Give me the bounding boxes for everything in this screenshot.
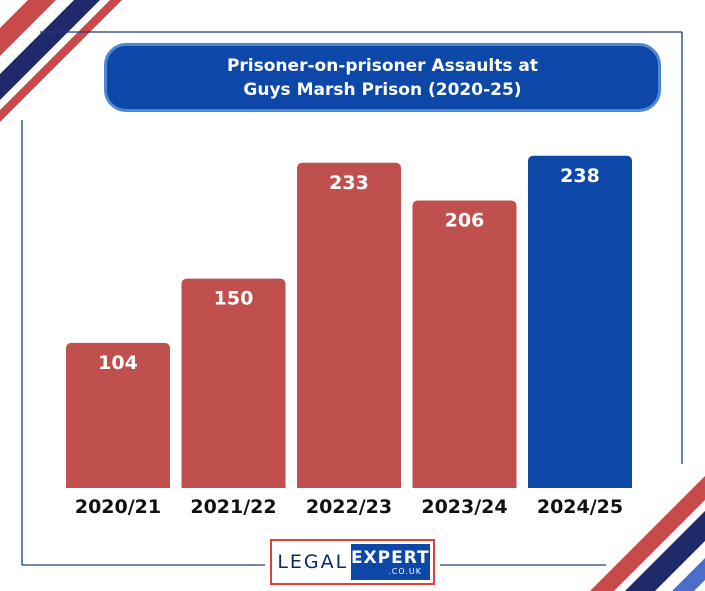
bar-2020-21: [66, 342, 170, 488]
frame-lines: [21, 31, 683, 566]
chart-title-line-2: Guys Marsh Prison (2020-25): [243, 79, 522, 100]
bar-2021-22: [181, 278, 286, 488]
logo-domain-text: .CO.UK: [388, 566, 422, 576]
chart-title: Prisoner-on-prisoner Assaults at Guys Ma…: [104, 43, 661, 112]
bar-value-label: 238: [560, 165, 600, 187]
x-tick-label: 2022/23: [306, 496, 392, 518]
bar-2022-23: [297, 162, 401, 488]
logo-expert-text: EXPERT: [350, 547, 430, 568]
x-tick-label: 2024/25: [537, 496, 623, 518]
logo-expert-block: EXPERT .CO.UK: [350, 544, 430, 580]
legal-expert-logo: LEGAL EXPERT .CO.UK: [270, 539, 435, 585]
logo-legal-text: LEGAL: [277, 551, 349, 573]
bar-2023-24: [412, 200, 517, 489]
bar-value-label: 206: [445, 209, 485, 231]
x-tick-label: 2023/24: [421, 496, 507, 518]
bar-value-label: 104: [98, 352, 138, 374]
bar-value-label: 233: [329, 172, 369, 194]
bottom-right-stripes: [590, 476, 705, 591]
x-tick-label: 2021/22: [190, 496, 276, 518]
x-tick-label: 2020/21: [75, 496, 161, 518]
chart-title-line-1: Prisoner-on-prisoner Assaults at: [226, 55, 539, 76]
bar-value-label: 150: [214, 288, 254, 310]
bar-2024-25: [528, 155, 632, 488]
top-left-stripes: [0, 0, 122, 122]
